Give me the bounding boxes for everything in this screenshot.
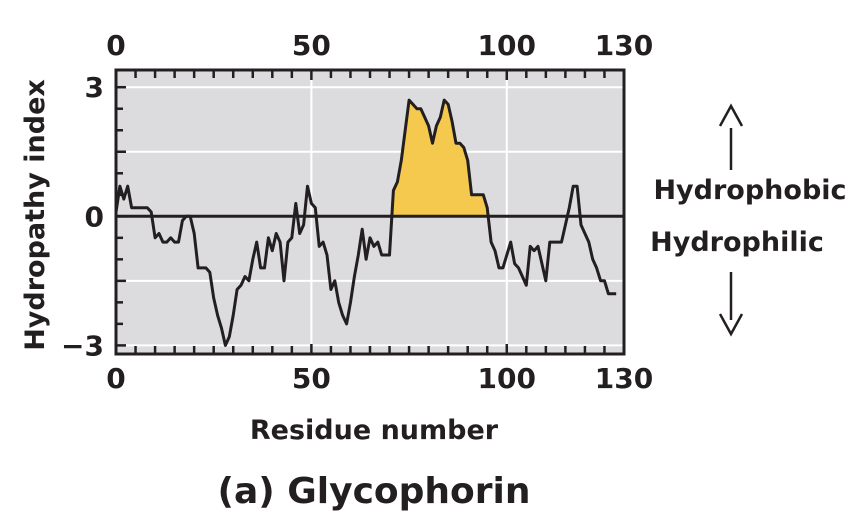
tick-marks bbox=[116, 70, 606, 354]
down-arrow-icon bbox=[718, 313, 744, 337]
hydrophilic-annotation: Hydrophilic bbox=[650, 227, 824, 337]
x-axis-label: Residue number bbox=[250, 415, 499, 446]
x-tick-label-top: 100 bbox=[478, 29, 536, 62]
y-axis-label: Hydropathy index bbox=[20, 79, 51, 351]
x-tick-label-bottom: 0 bbox=[106, 362, 125, 395]
x-tick-label-top: 0 bbox=[106, 29, 125, 62]
plot-area bbox=[114, 68, 626, 356]
plot-background bbox=[116, 70, 624, 354]
x-tick-label-bottom: 130 bbox=[595, 362, 653, 395]
hydrophobic-fill bbox=[391, 100, 489, 217]
chart-caption: (a) Glycophorin bbox=[217, 471, 530, 512]
x-tick-label-top: 130 bbox=[595, 29, 653, 62]
x-tick-label-bottom: 100 bbox=[478, 362, 536, 395]
hydrophobic-label: Hydrophobic bbox=[653, 175, 846, 206]
x-tick-label-bottom: 50 bbox=[292, 362, 331, 395]
up-arrow-icon bbox=[718, 103, 744, 127]
hydropathy-line bbox=[114, 98, 617, 347]
y-tick-label: 0 bbox=[85, 200, 104, 233]
x-tick-label-top: 50 bbox=[292, 29, 331, 62]
y-tick-label: 3 bbox=[85, 71, 104, 104]
hydrophilic-label: Hydrophilic bbox=[650, 227, 824, 258]
y-tick-label: −3 bbox=[61, 329, 104, 362]
hydrophobic-annotation: Hydrophobic bbox=[653, 103, 847, 206]
